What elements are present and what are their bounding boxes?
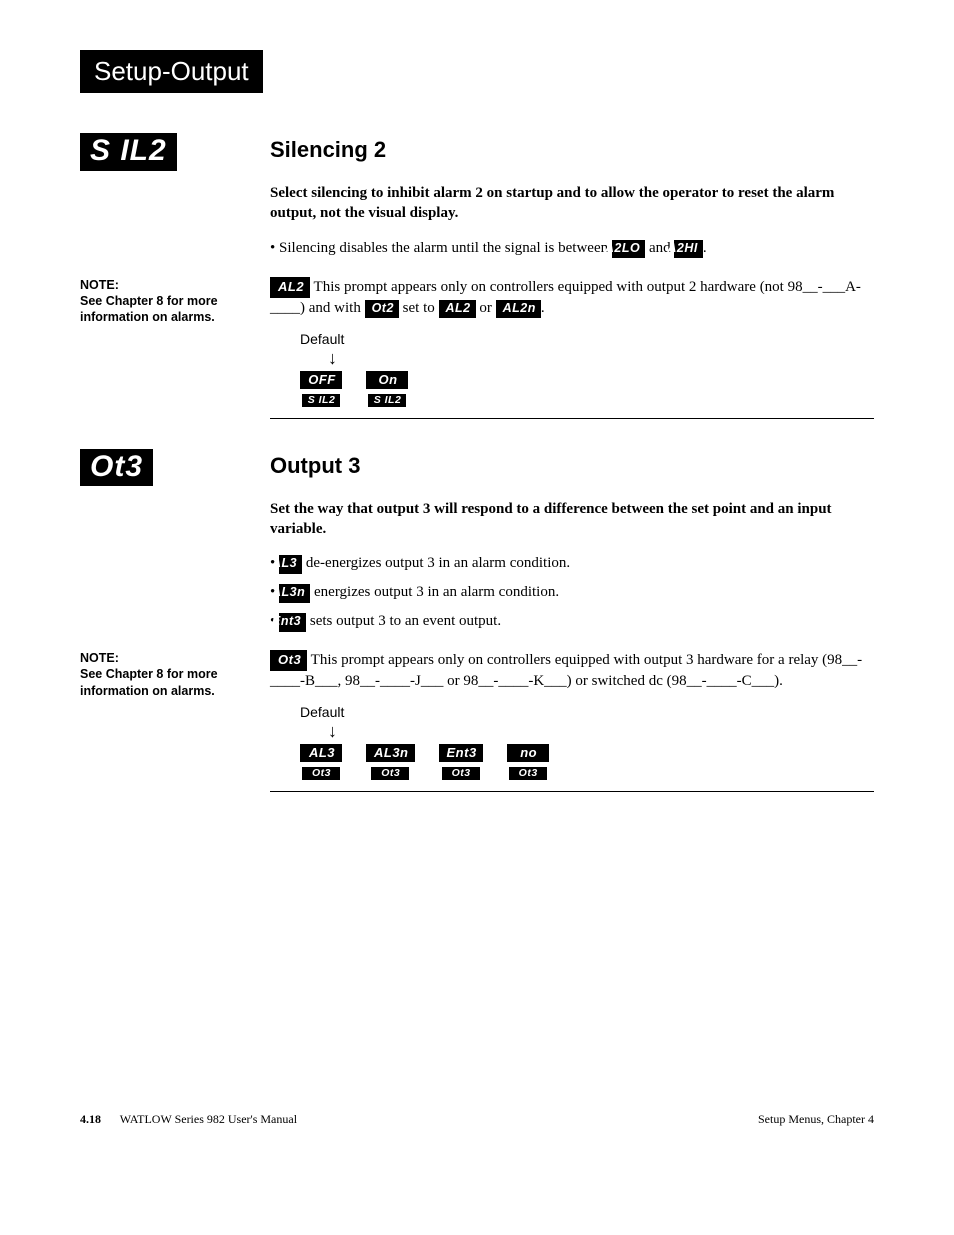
option-cell: AL3n Ot3 [366,744,415,781]
display-code-sil2: S IL2 [80,133,177,171]
lead-paragraph: Select silencing to inhibit alarm 2 on s… [270,183,874,224]
text: This prompt appears only on controllers … [270,279,861,316]
note: NOTE: See Chapter 8 for more information… [80,650,258,699]
text: sets output 3 to an event output. [306,613,501,629]
footer-right: Setup Menus, Chapter 4 [758,1112,874,1127]
option-cell: Ent3 Ot3 [439,744,483,781]
option-cell: AL3Ot3 [300,744,342,781]
option-value-chip: OFF [300,371,342,389]
display-code-ot3: Ot3 [80,449,153,487]
option-value-chip: AL3n [366,744,415,762]
option-value-chip: AL3 [300,744,342,762]
bullet-item: Silencing disables the alarm until the s… [270,238,874,259]
footer-left: 4.18 WATLOW Series 982 User's Manual [80,1112,297,1127]
page-footer: 4.18 WATLOW Series 982 User's Manual Set… [80,1112,874,1127]
option-param-chip: Ot3 [442,767,480,780]
default-block: Default ↓ OFF S IL2 On S IL2 [270,331,874,408]
chip-al3n: AL3n [279,584,310,603]
down-arrow-icon: ↓ [328,722,874,740]
section-title: Silencing 2 [270,137,874,163]
option-param-chip: Ot3 [371,767,409,780]
text: . [541,300,545,316]
default-block: Default ↓ AL3Ot3AL3nOt3Ent3Ot3noOt3 [270,704,874,781]
chip-al3: AL3 [279,555,302,574]
chip-a2hi: A2HI [674,240,702,259]
default-label: Default [300,704,874,720]
manual-title: WATLOW Series 982 User's Manual [120,1112,297,1126]
option-value-chip: Ent3 [439,744,483,762]
divider [270,418,874,419]
down-arrow-icon: ↓ [328,349,874,367]
text: . [703,240,707,256]
section-title: Output 3 [270,453,874,479]
text: energizes output 3 in an alarm condition… [310,584,559,600]
option-param-chip: S IL2 [302,394,340,407]
chip-al2n: AL2n [496,300,541,319]
page-number: 4.18 [80,1112,101,1126]
bullet-item: AL3n energizes output 3 in an alarm cond… [270,582,874,603]
divider [270,791,874,792]
page-tab: Setup-Output [80,50,263,93]
option-param-chip: Ot3 [302,767,340,780]
note: NOTE: See Chapter 8 for more information… [80,277,258,326]
option-value-chip: On [366,371,408,389]
text: or [476,300,496,316]
prompt-paragraph: Ot3 This prompt appears only on controll… [270,650,874,692]
text: This prompt appears only on controllers … [270,652,862,689]
chip-a2lo: A2LO [612,240,645,259]
option-cell: no Ot3 [507,744,549,781]
option-value-chip: no [507,744,549,762]
text: Silencing disables the alarm until the s… [279,240,612,256]
text: de-energizes output 3 in an alarm condit… [302,555,570,571]
chip-ent3: Ent3 [279,613,306,632]
default-label: Default [300,331,874,347]
bullet-item: AL3 de-energizes output 3 in an alarm co… [270,553,874,574]
option-cell: OFF S IL2 [300,371,342,408]
lead-paragraph: Set the way that output 3 will respond t… [270,499,874,540]
chip-ot3: Ot3 [270,650,307,671]
chip-al2: AL2 [439,300,476,319]
chip-al2: AL2 [270,277,310,298]
option-cell: On S IL2 [366,371,408,408]
chip-ot2: Ot2 [365,300,399,319]
text: set to [399,300,439,316]
prompt-paragraph: AL2 This prompt appears only on controll… [270,277,874,319]
option-param-chip: Ot3 [509,767,547,780]
bullet-item: Ent3 sets output 3 to an event output. [270,611,874,632]
option-param-chip: S IL2 [368,394,406,407]
section-output-3: Ot3 Output 3 Set the way that output 3 w… [80,449,874,793]
section-silencing-2: S IL2 Silencing 2 Select silencing to in… [80,133,874,419]
